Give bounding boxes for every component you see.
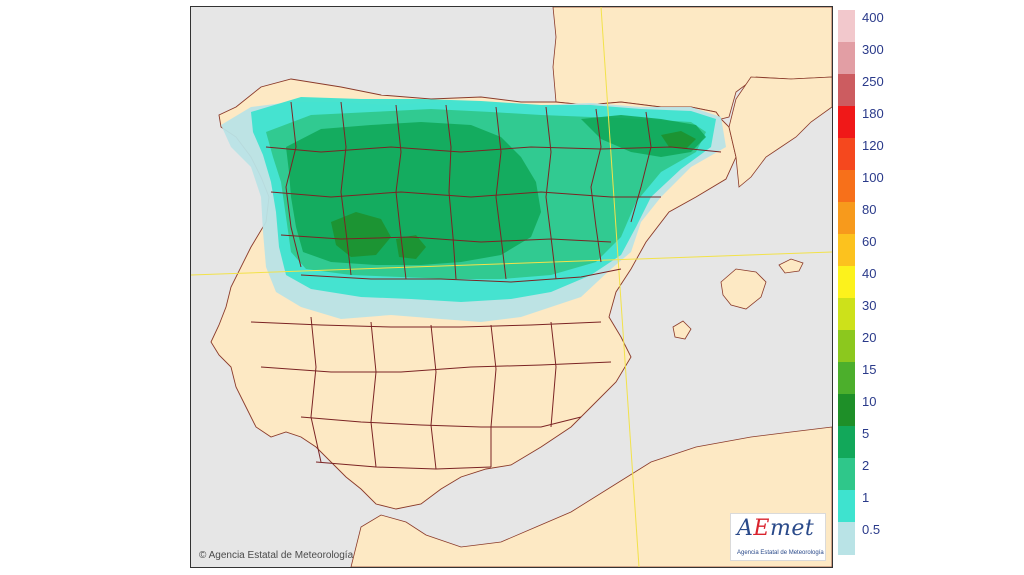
corsica-sardinia-land (728, 76, 832, 188)
legend-swatch (838, 234, 855, 267)
legend-label: 1 (862, 490, 870, 505)
precip-10 (331, 212, 391, 257)
legend-swatch (838, 266, 855, 299)
legend-swatch (838, 298, 855, 331)
logo-letter-e: E (753, 516, 770, 541)
logo-letters-met: met (769, 516, 815, 541)
copyright-text: Agencia Estatal de Meteorología (208, 550, 354, 561)
precip-10-b (396, 235, 426, 259)
legend-label: 0.5 (862, 522, 881, 537)
legend-label: 250 (862, 74, 884, 89)
legend-swatch (838, 362, 855, 395)
legend-label: 100 (862, 170, 884, 185)
legend-swatch (838, 138, 855, 171)
map-svg (191, 7, 832, 567)
precip-10-c (661, 131, 696, 149)
legend-label: 15 (862, 362, 877, 377)
logo-letter-a: A (737, 516, 754, 541)
menorca-land (778, 258, 804, 274)
legend-label: 180 (862, 106, 884, 121)
graticule-meridian (600, 7, 640, 567)
legend-swatch (838, 202, 855, 235)
africa-land (350, 426, 832, 567)
legend-swatch (838, 106, 855, 139)
legend-label: 20 (862, 330, 877, 345)
legend-swatch (838, 74, 855, 107)
graticule-parallel (191, 251, 832, 276)
legend-label: 400 (862, 10, 884, 25)
ibiza-land (672, 320, 692, 340)
legend-label: 120 (862, 138, 884, 153)
legend-swatch (838, 42, 855, 75)
legend-swatch (838, 394, 855, 427)
legend-swatch (838, 170, 855, 203)
precipitation-legend: 400 300 250 180 120 100 80 60 40 30 20 15 10 5 2 1 0.5 (838, 10, 898, 568)
legend-label: 300 (862, 42, 884, 57)
legend-swatch (838, 426, 855, 459)
logo-wordmark: AEmet (737, 516, 814, 541)
legend-label: 60 (862, 234, 877, 249)
legend-label: 2 (862, 458, 870, 473)
legend-label: 40 (862, 266, 877, 281)
legend-label: 5 (862, 426, 870, 441)
legend-swatch (838, 10, 855, 43)
legend-swatch (838, 490, 855, 523)
legend-label: 10 (862, 394, 877, 409)
logo-subtitle: Agencia Estatal de Meteorología (737, 550, 824, 556)
legend-label: 80 (862, 202, 877, 217)
precipitation-map: © Agencia Estatal de Meteorología AEmet … (190, 6, 833, 568)
mallorca-land (720, 268, 767, 310)
copyright-notice: © Agencia Estatal de Meteorología (199, 550, 353, 561)
province-borders (250, 101, 722, 470)
aemet-logo: AEmet Agencia Estatal de Meteorología (730, 513, 826, 561)
legend-swatch (838, 522, 855, 555)
legend-swatch (838, 330, 855, 363)
legend-label: 30 (862, 298, 877, 313)
copyright-icon: © (199, 550, 207, 561)
legend-swatch (838, 458, 855, 491)
